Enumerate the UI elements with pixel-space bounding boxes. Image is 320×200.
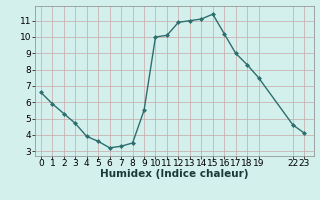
X-axis label: Humidex (Indice chaleur): Humidex (Indice chaleur) bbox=[100, 169, 249, 179]
